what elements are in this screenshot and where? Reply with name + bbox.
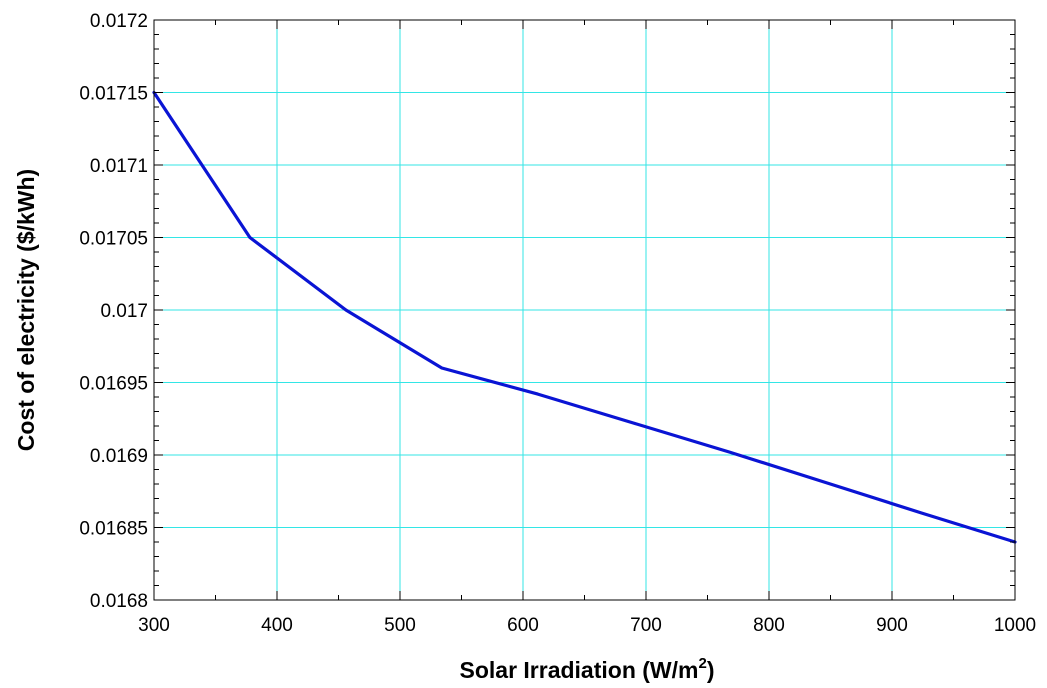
- y-tick-label: 0.01685: [79, 519, 148, 540]
- y-tick-label: 0.017: [100, 301, 148, 322]
- y-tick-label: 0.01715: [79, 84, 148, 105]
- y-tick-label: 0.0168: [90, 591, 148, 612]
- series-line-0: [154, 93, 1015, 543]
- series-layer: [154, 93, 1015, 543]
- grid: [154, 20, 1015, 600]
- x-tick-label: 400: [261, 615, 293, 636]
- x-tick-label: 600: [507, 615, 539, 636]
- x-axis-title-main: Solar Irradiation (W/m: [460, 657, 699, 683]
- x-tick-label: 1000: [994, 615, 1036, 636]
- x-axis-title: Solar Irradiation (W/m2): [460, 655, 715, 683]
- y-tick-label: 0.0172: [90, 11, 148, 32]
- y-tick-label: 0.0171: [90, 156, 148, 177]
- y-tick-label: 0.0169: [90, 446, 148, 467]
- x-tick-labels: 300 400 500 600 700 800 900 1000: [138, 615, 1036, 636]
- x-tick-label: 800: [753, 615, 785, 636]
- x-tick-label: 300: [138, 615, 170, 636]
- y-axis-title: Cost of electricity ($/kWh): [13, 169, 39, 451]
- x-axis-title-superscript: 2: [698, 655, 706, 672]
- x-tick-label: 900: [876, 615, 908, 636]
- y-tick-label: 0.01705: [79, 229, 148, 250]
- x-tick-label: 500: [384, 615, 416, 636]
- y-tick-labels: 0.0168 0.01685 0.0169 0.01695 0.017 0.01705 0.…: [79, 11, 148, 612]
- x-tick-label: 700: [630, 615, 662, 636]
- y-tick-label: 0.01695: [79, 374, 148, 395]
- x-axis-title-suffix: ): [707, 657, 715, 683]
